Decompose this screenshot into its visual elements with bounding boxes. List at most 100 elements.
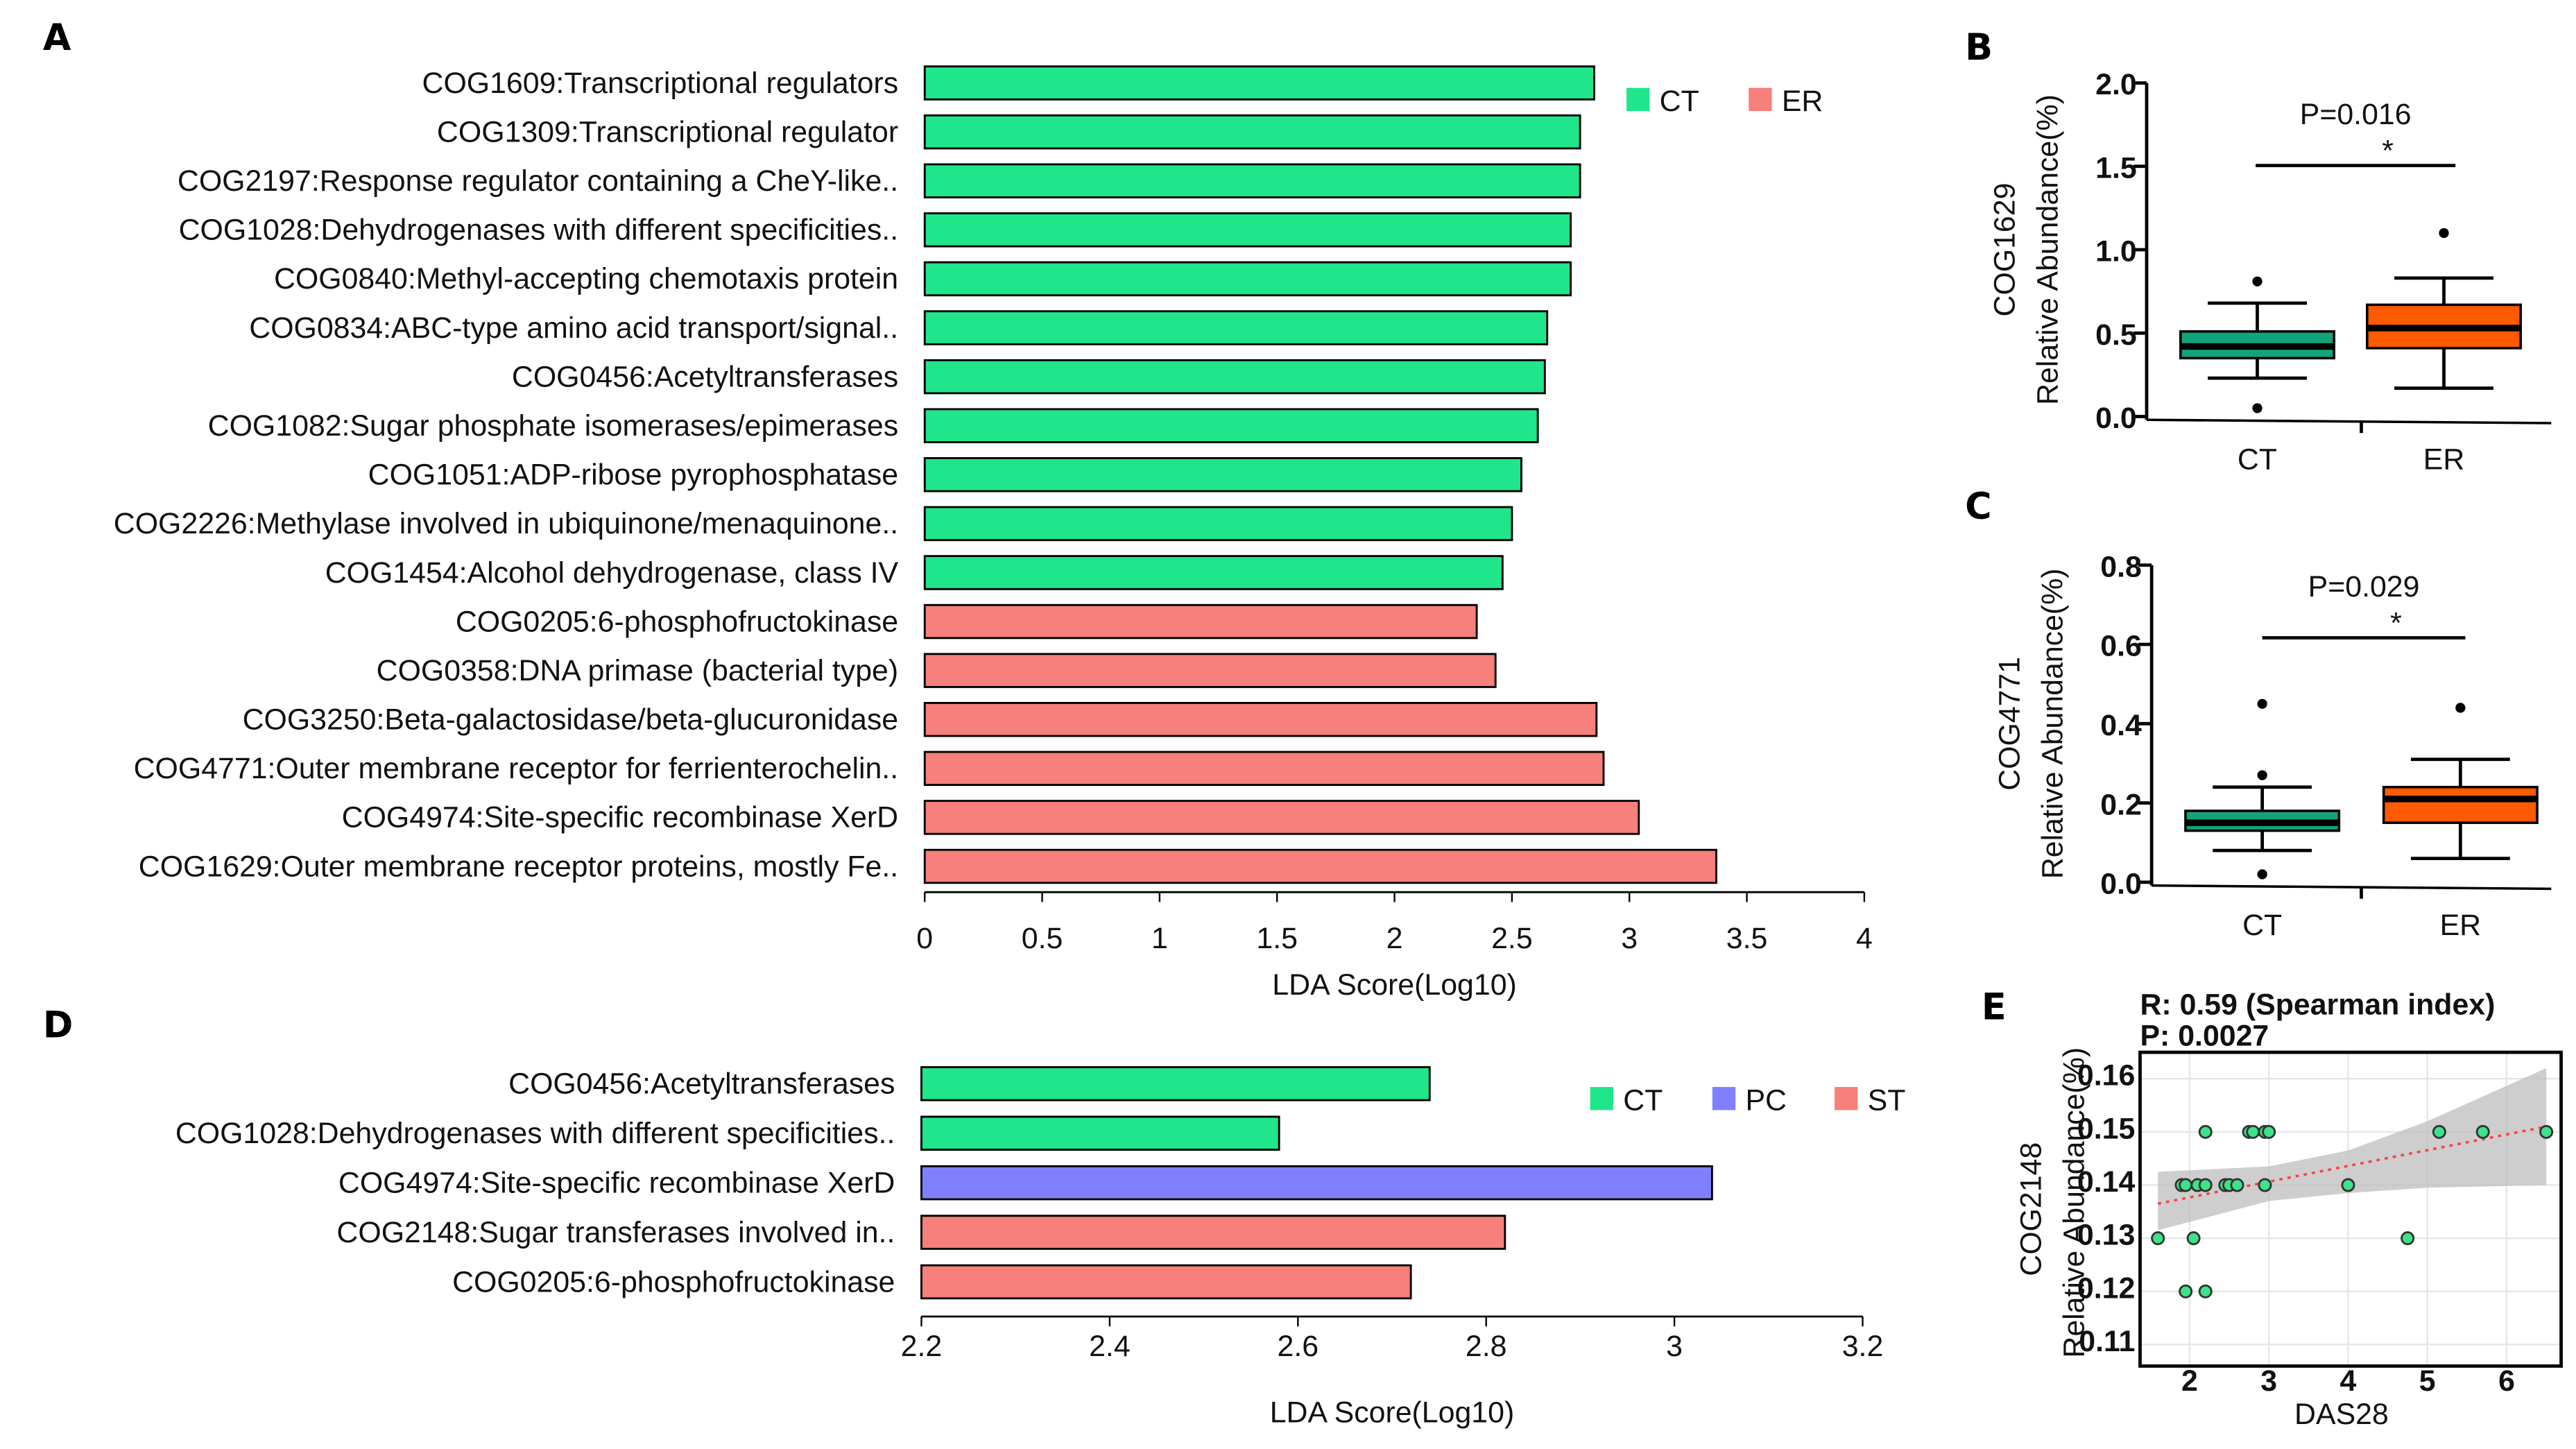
bar-er <box>923 702 1598 737</box>
bar-st <box>920 1264 1412 1300</box>
x-tick-label: 3.2 <box>1842 1330 1884 1363</box>
bar-ct <box>923 65 1595 101</box>
p-value-label: P=0.029 <box>2308 570 2420 603</box>
x-tick-label: 0.5 <box>1022 922 1063 955</box>
bar-st <box>920 1215 1506 1250</box>
y-tick-label: 1.5 <box>2095 151 2137 185</box>
x-axis-line <box>2152 884 2552 891</box>
x-axis-title: DAS28 <box>2294 1398 2389 1431</box>
outlier-point <box>2439 228 2449 239</box>
category-label: COG2226:Methylase involved in ubiquinone… <box>114 507 898 540</box>
y-tick-label: 0.5 <box>2095 318 2137 352</box>
y-tick-label: 0.0 <box>2095 402 2137 435</box>
outlier-point <box>2257 869 2267 880</box>
y-tick-label: 0.11 <box>2079 1325 2135 1358</box>
x-tick-label: 3 <box>1666 1330 1683 1363</box>
data-point <box>2179 1284 2193 1298</box>
data-point <box>2539 1124 2554 1139</box>
panel-letter-E: E <box>1982 986 2007 1028</box>
y-axis-title: Relative Abundance(%) <box>2031 94 2064 405</box>
p-value-label: P=0.016 <box>2300 98 2412 131</box>
bar-ct <box>923 457 1522 492</box>
bar-ct <box>923 310 1549 345</box>
bar-ct <box>920 1115 1280 1151</box>
category-label: COG1609:Transcriptional regulators <box>422 67 899 100</box>
bar-er <box>923 848 1717 884</box>
stat-label-r: R: 0.59 (Spearman index) <box>2140 988 2495 1021</box>
category-label: COG1629:Outer membrane receptor proteins… <box>139 850 898 883</box>
stat-label-p: P: 0.0027 <box>2140 1020 2269 1053</box>
plot-frame <box>2138 1050 2563 1368</box>
y-tick-label: 0.8 <box>2100 550 2142 583</box>
x-tick-label: 1.5 <box>1256 922 1298 955</box>
x-tick-label: ER <box>2440 909 2482 942</box>
y-tick-label: 2.0 <box>2095 68 2137 101</box>
legend-swatch-ct <box>1626 87 1650 112</box>
y-tick-label: 0.13 <box>2077 1219 2135 1252</box>
x-tick-label: ER <box>2423 443 2465 477</box>
significance-star: * <box>2382 134 2394 167</box>
bar-ct <box>923 212 1572 248</box>
outlier-point <box>2252 276 2262 286</box>
significance-star: * <box>2390 606 2402 640</box>
category-label: COG4974:Site-specific recombinase XerD <box>342 801 898 834</box>
legend-swatch-st <box>1835 1087 1858 1111</box>
bar-ct <box>923 506 1513 542</box>
x-tick-label: 2.2 <box>901 1330 943 1363</box>
x-tick-label: 3 <box>1621 922 1638 955</box>
bar-er <box>923 751 1605 787</box>
y-tick-label: 0.6 <box>2100 630 2142 663</box>
category-label: COG3250:Beta-galactosidase/beta-glucuron… <box>243 703 899 737</box>
data-point <box>2258 1178 2272 1192</box>
x-tick-label: 3 <box>2260 1364 2277 1398</box>
y-axis-title: COG2148 <box>2015 1142 2048 1276</box>
y-axis-title: Relative Abundance(%) <box>2058 1047 2091 1358</box>
x-tick-label: 3.5 <box>1726 922 1768 955</box>
category-label: COG0358:DNA primase (bacterial type) <box>377 654 898 687</box>
legend-label-st: ST <box>1868 1083 1906 1117</box>
category-label: COG2148:Sugar transferases involved in.. <box>336 1216 895 1249</box>
bar-ct <box>920 1066 1431 1101</box>
bar-ct <box>923 359 1546 395</box>
y-tick-label: 0.16 <box>2077 1059 2135 1092</box>
bar-er <box>923 653 1497 688</box>
data-point <box>2179 1178 2193 1192</box>
category-label: COG1082:Sugar phosphate isomerases/epime… <box>208 409 898 443</box>
x-tick-label: 6 <box>2498 1364 2515 1398</box>
legend-label-pc: PC <box>1745 1083 1787 1117</box>
y-tick-label: 0.4 <box>2100 709 2142 742</box>
x-tick-label: 2.6 <box>1278 1330 1319 1363</box>
category-label: COG4974:Site-specific recombinase XerD <box>338 1166 895 1199</box>
y-tick-label: 0.0 <box>2100 868 2142 901</box>
category-label: COG1051:ADP-ribose pyrophosphatase <box>368 458 898 492</box>
panel-letter-C: C <box>1965 486 1991 528</box>
category-label: COG0456:Acetyltransferases <box>508 1068 895 1101</box>
outlier-point <box>2455 703 2466 713</box>
category-label: COG0205:6-phosphofructokinase <box>456 605 898 638</box>
bar-er <box>923 603 1478 640</box>
category-label: COG0205:6-phosphofructokinase <box>452 1265 895 1298</box>
data-point <box>2151 1231 2165 1246</box>
legend-swatch-pc <box>1712 1087 1736 1111</box>
category-label: COG2197:Response regulator containing a … <box>178 164 898 198</box>
x-tick-label: 5 <box>2419 1364 2436 1398</box>
panel-letter-D: D <box>43 1004 73 1047</box>
outlier-point <box>2257 698 2267 709</box>
panel-letter-A: A <box>43 17 71 59</box>
data-point <box>2341 1178 2355 1192</box>
bar-ct <box>923 555 1504 590</box>
panel-letter-B: B <box>1965 26 1993 69</box>
y-tick-label: 0.14 <box>2077 1165 2136 1199</box>
category-label: COG1028:Dehydrogenases with different sp… <box>179 214 899 247</box>
box-er <box>2382 785 2539 824</box>
data-point <box>2230 1178 2244 1192</box>
bar-ct <box>923 163 1581 198</box>
bar-ct <box>923 261 1572 297</box>
y-axis-title: COG4771 <box>1993 657 2027 791</box>
data-point <box>2401 1231 2415 1246</box>
data-point <box>2186 1231 2201 1246</box>
bar-pc <box>920 1165 1713 1201</box>
category-label: COG0834:ABC-type amino acid transport/si… <box>249 311 898 345</box>
category-label: COG1454:Alcohol dehydrogenase, class IV <box>325 556 899 590</box>
